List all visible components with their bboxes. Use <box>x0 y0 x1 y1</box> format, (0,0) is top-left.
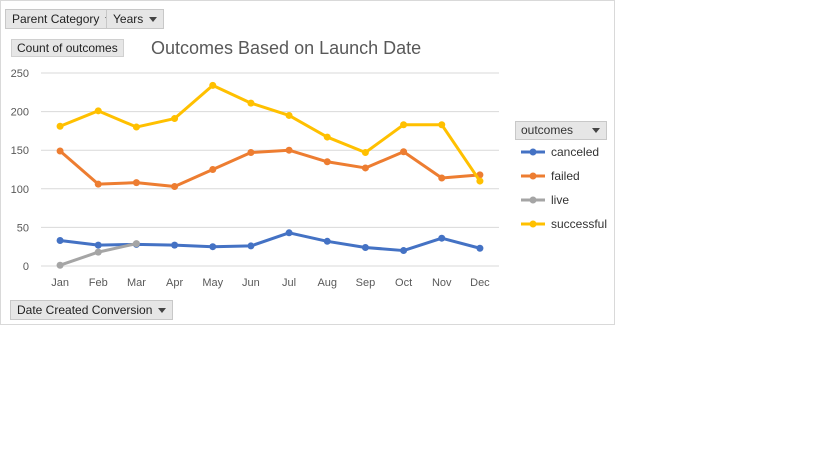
point-successful-mar <box>132 123 140 131</box>
x-tick-label-oct: Oct <box>395 277 412 289</box>
y-tick-label-0: 0 <box>23 261 29 273</box>
legend-swatch-marker-canceled <box>529 148 537 156</box>
x-tick-label-sep: Sep <box>356 277 376 289</box>
point-successful-nov <box>438 121 446 129</box>
legend-swatch-failed <box>521 172 545 180</box>
point-failed-jun <box>247 149 255 157</box>
point-successful-jun <box>247 99 255 107</box>
plot-area: 0 50 100 150 200 250 Jan Feb Mar Apr May Jun Jul Aug S… <box>11 68 499 289</box>
value-field-label[interactable]: Count of outcomes <box>11 39 124 57</box>
point-failed-jul <box>285 146 293 154</box>
point-canceled-may <box>209 243 217 251</box>
point-canceled-oct <box>400 247 408 255</box>
point-successful-jul <box>285 111 293 119</box>
legend-swatch-marker-live <box>529 196 537 204</box>
x-tick-label-mar: Mar <box>127 277 146 289</box>
parent-category-filter-button[interactable]: Parent Category <box>5 9 121 29</box>
point-failed-aug <box>323 158 331 166</box>
legend-label-failed: failed <box>551 169 580 183</box>
point-failed-may <box>209 166 217 173</box>
point-canceled-jun <box>247 242 255 250</box>
point-successful-may <box>209 81 217 89</box>
legend-label-canceled: canceled <box>551 145 600 159</box>
point-canceled-apr <box>171 241 179 249</box>
point-canceled-jul <box>285 229 293 237</box>
y-tick-label-5: 250 <box>11 68 29 80</box>
legend-swatch-live <box>521 196 545 204</box>
legend-swatch-canceled <box>521 148 545 156</box>
y-tick-label-4: 200 <box>11 107 29 119</box>
x-tick-label-apr: Apr <box>166 277 183 289</box>
legend-field-label: outcomes <box>521 123 574 137</box>
point-canceled-feb <box>94 241 102 249</box>
point-successful-dec <box>476 177 484 185</box>
date-created-filter-button[interactable]: Date Created Conversion <box>10 300 174 320</box>
legend-item-failed: failed <box>515 164 607 188</box>
parent-category-filter-label: Parent Category <box>12 12 100 26</box>
years-filter-button[interactable]: Years <box>106 9 165 29</box>
chevron-down-icon <box>149 17 158 23</box>
x-tick-label-feb: Feb <box>89 277 108 289</box>
point-successful-oct <box>400 121 408 129</box>
x-tick-label-aug: Aug <box>317 277 337 289</box>
x-tick-label-jul: Jul <box>282 277 296 289</box>
chevron-down-icon <box>158 308 167 314</box>
legend-item-successful: successful <box>515 212 607 236</box>
series-line-successful <box>58 83 482 183</box>
point-live-jan <box>56 261 64 269</box>
point-successful-feb <box>94 107 102 115</box>
point-successful-apr <box>171 115 179 123</box>
legend-label-successful: successful <box>551 217 608 231</box>
legend-swatch-successful <box>521 220 545 228</box>
point-successful-sep <box>361 149 369 157</box>
outcomes-legend-filter-button[interactable]: outcomes <box>515 121 607 140</box>
series-line-failed <box>58 148 482 188</box>
chart-title: Outcomes Based on Launch Date <box>151 38 422 58</box>
legend: outcomes canceled failed live successful <box>515 121 607 236</box>
point-successful-jan <box>56 122 64 130</box>
point-failed-feb <box>94 180 102 188</box>
x-tick-label-dec: Dec <box>470 277 490 289</box>
point-canceled-dec <box>476 244 484 252</box>
x-tick-label-nov: Nov <box>432 277 452 289</box>
legend-item-live: live <box>515 188 607 212</box>
date-created-filter-label: Date Created Conversion <box>17 303 153 317</box>
legend-item-canceled: canceled <box>515 140 607 164</box>
point-canceled-nov <box>438 234 446 242</box>
point-live-mar <box>132 240 140 248</box>
years-filter-label: Years <box>113 12 144 26</box>
legend-swatch-marker-successful <box>529 220 537 228</box>
chevron-down-icon <box>592 128 600 133</box>
y-tick-label-2: 100 <box>11 184 29 196</box>
x-tick-label-may: May <box>202 277 223 289</box>
point-canceled-sep <box>361 243 369 251</box>
legend-swatch-marker-failed <box>529 172 537 180</box>
point-live-feb <box>94 248 102 256</box>
point-failed-sep <box>361 164 369 172</box>
point-failed-jan <box>56 147 64 155</box>
point-canceled-aug <box>323 237 331 245</box>
point-successful-aug <box>323 133 331 141</box>
legend-label-live: live <box>551 193 570 207</box>
point-canceled-jan <box>56 237 64 245</box>
point-failed-apr <box>171 182 179 190</box>
point-failed-nov <box>438 174 446 182</box>
y-tick-label-1: 50 <box>17 222 29 234</box>
x-tick-label-jan: Jan <box>51 277 69 289</box>
point-failed-oct <box>400 148 408 156</box>
y-tick-label-3: 150 <box>11 145 29 157</box>
pivot-chart: Parent Category Years Count of outcomes … <box>0 0 615 325</box>
point-failed-mar <box>132 179 140 187</box>
x-tick-label-jun: Jun <box>242 277 260 289</box>
